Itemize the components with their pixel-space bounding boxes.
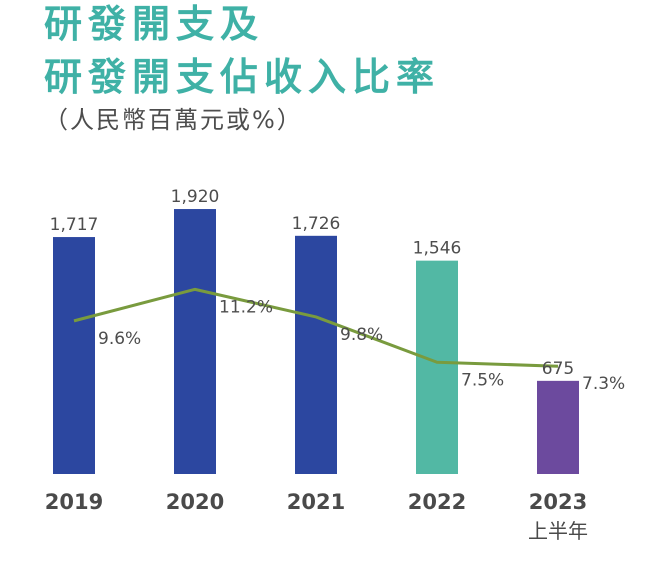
x-tick-sublabel: 上半年 (528, 519, 588, 543)
ratio-label: 7.5% (461, 370, 504, 390)
ratio-line (73, 287, 559, 368)
chart-title-line1: 研發開支及 (44, 2, 265, 46)
bar-2020 (174, 209, 216, 475)
x-tick-label: 2019 (45, 490, 103, 514)
bar-value-label: 1,920 (171, 187, 220, 207)
bar-2023 (537, 380, 579, 474)
bar-2022 (416, 260, 458, 474)
chart-title-line2: 研發開支佔收入比率 (44, 55, 441, 99)
bar-value-label: 675 (542, 359, 574, 379)
bar-2021 (295, 235, 337, 474)
x-tick-label: 2022 (408, 490, 466, 514)
ratio-label: 9.6% (98, 329, 141, 349)
x-tick-label: 2023 (529, 490, 587, 514)
ratio-label: 9.8% (340, 325, 383, 345)
ratio-label: 7.3% (582, 374, 625, 394)
bar-value-label: 1,546 (413, 239, 462, 259)
bar-value-label: 1,726 (292, 214, 341, 234)
chart-subtitle: （人民幣百萬元或%） (44, 106, 303, 134)
x-tick-label: 2020 (166, 490, 224, 514)
bar-value-label: 1,717 (50, 215, 99, 235)
ratio-label: 11.2% (219, 297, 273, 317)
x-tick-label: 2021 (287, 490, 345, 514)
bar-2019 (53, 237, 95, 474)
